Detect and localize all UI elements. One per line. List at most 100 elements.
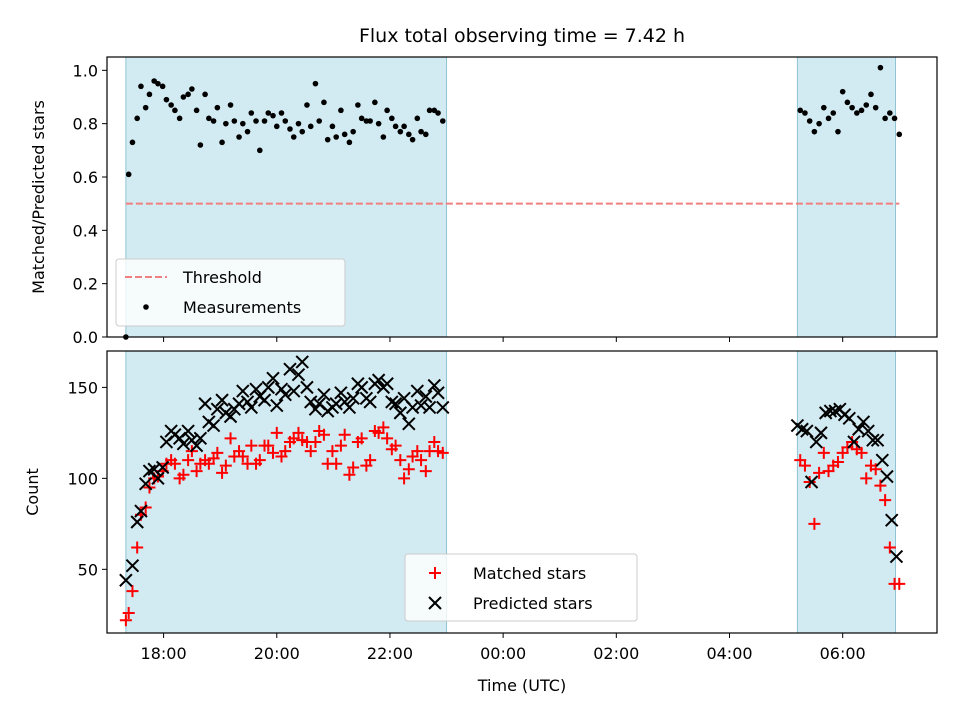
predicted-stars-point — [346, 391, 360, 406]
measurement-point — [219, 139, 225, 146]
measurement-point — [401, 123, 407, 130]
measurement-point — [877, 64, 884, 71]
measurement-point — [197, 142, 204, 148]
predicted-stars-point — [236, 384, 250, 398]
measurement-point — [227, 102, 234, 108]
bottom-x-tick-label: 22:00 — [367, 644, 413, 663]
top-y-tick-label: 0.0 — [73, 328, 98, 347]
measurement-point — [358, 115, 365, 122]
predicted-stars-point — [334, 386, 348, 400]
matched-stars-point — [869, 463, 882, 476]
predicted-stars-point — [847, 435, 861, 449]
measurement-point — [295, 120, 302, 127]
matched-stars-point — [190, 465, 203, 478]
predicted-stars-point — [151, 471, 165, 486]
predicted-stars-point — [257, 393, 272, 407]
matched-stars-point — [402, 463, 415, 476]
top-y-tick-label: 0.6 — [73, 168, 98, 187]
measurement-point — [155, 80, 161, 87]
measurement-point — [265, 110, 272, 116]
measurement-point — [316, 118, 323, 124]
predicted-stars-point — [278, 387, 292, 402]
bottom-plot-area — [119, 355, 906, 627]
predicted-stars-point — [885, 513, 899, 527]
predicted-stars-point — [193, 431, 208, 446]
matched-stars-point — [389, 439, 402, 452]
predicted-stars-point — [889, 549, 904, 564]
predicted-stars-point — [380, 377, 394, 391]
matched-stars-point — [436, 446, 449, 459]
measurement-point — [129, 139, 136, 146]
measurement-point — [380, 134, 387, 140]
top-y-tick-label: 0.2 — [73, 275, 98, 294]
matched-stars-point — [411, 445, 424, 458]
predicted-stars-point — [842, 411, 856, 426]
measurement-point — [426, 107, 433, 114]
matched-stars-point — [292, 426, 305, 439]
measurement-point — [350, 128, 356, 135]
bottom-observing-window — [796, 350, 897, 634]
bottom-observing-window — [125, 350, 448, 634]
legend-predicted-swatch — [428, 596, 442, 610]
top-y-tick-label: 0.8 — [73, 115, 98, 134]
legend-threshold-label: Threshold — [182, 268, 262, 287]
measurement-point — [844, 99, 851, 106]
matched-stars-point — [279, 445, 292, 458]
predicted-stars-point — [266, 371, 280, 385]
matched-stars-point — [879, 494, 892, 507]
matched-stars-point — [177, 468, 190, 481]
measurement-point — [278, 110, 285, 116]
predicted-stars-point — [393, 406, 408, 420]
bottom-y-tick-label: 50 — [78, 560, 98, 579]
matched-stars-point — [330, 457, 343, 470]
legend-matched-swatch — [429, 567, 441, 579]
measurement-point — [244, 128, 251, 135]
matched-stars-point — [262, 439, 275, 452]
bottom-observing-windows — [125, 350, 897, 634]
bottom-x-tick-label: 00:00 — [480, 644, 526, 663]
measurement-point — [406, 131, 412, 138]
bottom-x-tick-label: 20:00 — [254, 644, 300, 663]
measurement-point — [185, 91, 191, 98]
matched-stars-point — [377, 421, 390, 434]
matched-stars-point — [267, 446, 279, 459]
matched-stars-point — [860, 472, 873, 485]
top-y-axis-label: Matched/Predicted stars — [29, 100, 48, 294]
matched-stars-point — [846, 435, 859, 448]
predicted-stars-point — [134, 504, 148, 518]
matched-stars-point — [419, 465, 432, 478]
bottom-x-tick-label: 02:00 — [593, 644, 639, 663]
matched-stars-point — [893, 577, 906, 590]
legend-measurements-swatch — [143, 304, 149, 310]
predicted-stars-point — [181, 424, 195, 438]
bottom-x-axis-label: Time (UTC) — [477, 676, 566, 695]
matched-stars-point — [326, 445, 339, 458]
matched-stars-point — [219, 459, 232, 472]
matched-stars-point — [817, 446, 830, 459]
bottom-y-tick-label: 150 — [67, 378, 98, 397]
matched-stars-point — [182, 454, 195, 467]
measurement-point — [329, 123, 336, 130]
measurement-point — [270, 112, 276, 119]
top-panel: Flux total observing time = 7.42 h 0.00.… — [29, 25, 938, 347]
measurement-point — [414, 115, 421, 122]
predicted-stars-point — [814, 426, 828, 440]
predicted-stars-point — [215, 393, 229, 407]
predicted-stars-point — [198, 397, 212, 411]
predicted-stars-point — [371, 373, 386, 387]
matched-stars-point — [131, 541, 144, 554]
predicted-stars-point — [317, 387, 331, 402]
predicted-stars-point — [138, 477, 153, 491]
measurement-point — [858, 107, 865, 114]
measurement-point — [384, 107, 390, 114]
predicted-stars-point — [223, 409, 238, 424]
measurement-point — [290, 134, 297, 140]
top-plot-area — [123, 64, 903, 340]
predicted-stars-point — [155, 460, 170, 475]
measurement-point — [397, 128, 404, 135]
top-y-tick-label: 0.4 — [73, 221, 98, 240]
predicted-stars-point — [270, 398, 284, 413]
predicted-stars-point — [125, 558, 140, 573]
predicted-stars-point — [410, 384, 425, 398]
measurement-point — [231, 118, 238, 124]
